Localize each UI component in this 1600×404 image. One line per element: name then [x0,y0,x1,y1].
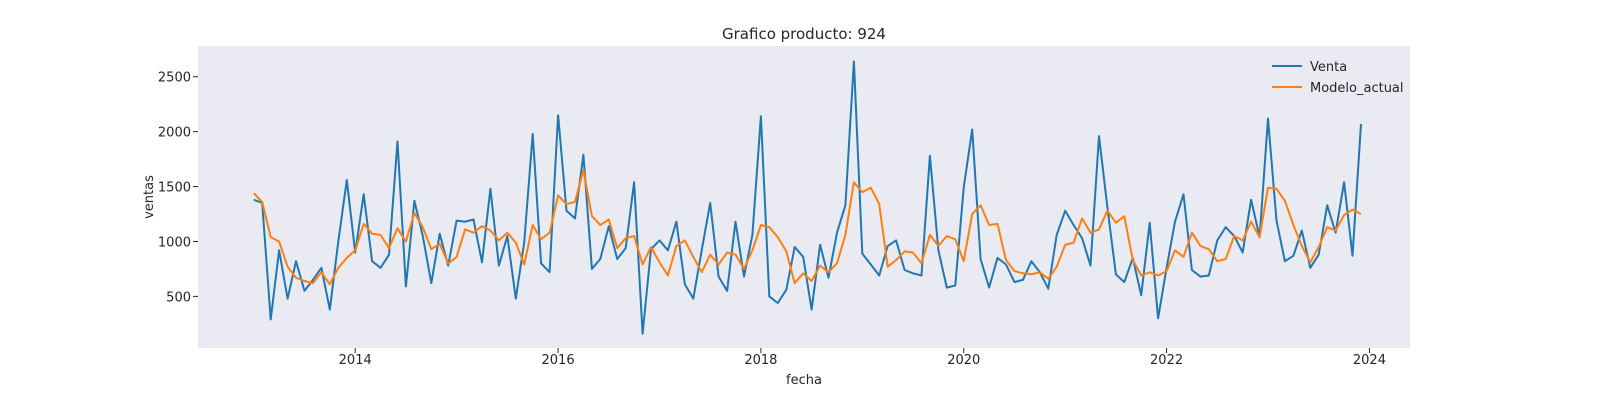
series-line-venta [253,60,1362,335]
x-tick-label: 2016 [542,353,575,368]
x-tick-label: 2020 [947,353,980,368]
x-tick-label: 2024 [1353,353,1386,368]
y-tick-label: 500 [166,290,191,305]
series-line-modelo-actual [253,169,1362,286]
legend: Venta Modelo_actual [1272,60,1404,96]
x-tick-label: 2018 [744,353,777,368]
y-tick-label: 1000 [158,235,191,250]
legend-label-modelo-actual: Modelo_actual [1310,81,1404,96]
x-axis-label: fecha [786,373,822,388]
y-tick-label: 2000 [158,126,191,141]
y-tick-label: 1500 [158,181,191,196]
x-tick-label: 2022 [1150,353,1183,368]
chart-title: Grafico producto: 924 [722,25,886,43]
legend-label-venta: Venta [1310,60,1347,75]
x-tick-label: 2014 [339,353,372,368]
y-tick-label: 2500 [158,71,191,86]
y-axis-label: ventas [142,175,157,219]
plot-area [198,46,1410,348]
